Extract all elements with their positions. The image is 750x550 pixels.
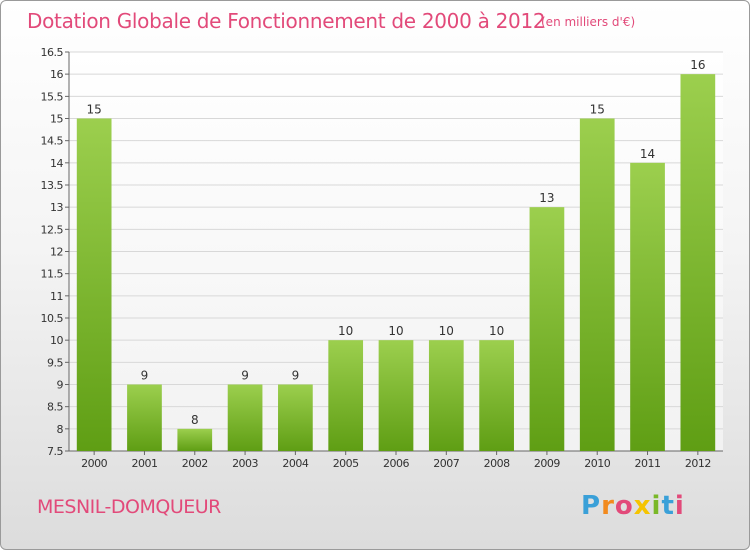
bar <box>177 428 213 451</box>
logo-letter: P <box>581 491 602 521</box>
bar-value-label: 10 <box>338 324 353 338</box>
bar-value-label: 15 <box>590 103 605 117</box>
y-tick-label: 9 <box>57 379 64 392</box>
x-tick-label: 2000 <box>81 457 107 470</box>
bar-value-label: 14 <box>640 147 655 161</box>
bar <box>680 74 716 452</box>
bar-value-label: 13 <box>539 191 554 205</box>
bar-value-label: 9 <box>292 369 300 383</box>
y-tick-label: 11.5 <box>41 268 64 281</box>
x-tick-label: 2009 <box>534 457 560 470</box>
bar-value-label: 9 <box>141 369 149 383</box>
x-tick-label: 2001 <box>131 457 157 470</box>
bar-value-label: 8 <box>191 413 199 427</box>
bar <box>278 384 313 451</box>
bar <box>529 207 565 451</box>
x-tick-label: 2002 <box>182 457 208 470</box>
logo-letter: t <box>661 491 675 521</box>
bar-value-label: 15 <box>87 103 102 117</box>
x-tick-label: 2005 <box>333 457 359 470</box>
x-tick-label: 2006 <box>383 457 409 470</box>
logo-letter: i <box>651 491 662 521</box>
y-tick-label: 9.5 <box>47 356 63 369</box>
bar-value-label: 10 <box>489 324 504 338</box>
x-tick-label: 2010 <box>584 457 610 470</box>
y-tick-label: 10 <box>50 334 63 347</box>
y-tick-label: 7.5 <box>47 445 63 458</box>
logo-letter: r <box>601 491 615 521</box>
y-tick-label: 8.5 <box>47 401 63 414</box>
bar-value-label: 10 <box>388 324 403 338</box>
y-tick-label: 16.5 <box>41 46 64 59</box>
x-tick-label: 2004 <box>282 457 308 470</box>
y-tick-label: 11 <box>50 290 63 303</box>
x-tick-label: 2003 <box>232 457 258 470</box>
proxiti-logo[interactable]: Proxiti <box>581 491 685 521</box>
bar <box>579 118 615 451</box>
bar-value-label: 9 <box>241 369 249 383</box>
x-tick-label: 2007 <box>433 457 459 470</box>
y-tick-label: 14.5 <box>41 135 64 148</box>
x-tick-label: 2011 <box>635 457 661 470</box>
bar <box>76 118 112 451</box>
bar <box>428 340 464 451</box>
chart-unit: (en milliers d'€) <box>541 15 636 29</box>
y-tick-label: 15 <box>50 113 63 126</box>
y-tick-label: 12.5 <box>41 223 64 236</box>
y-tick-label: 16 <box>50 68 63 81</box>
chart-title: Dotation Globale de Fonctionnement de 20… <box>27 9 546 33</box>
bar-value-label: 16 <box>690 58 705 72</box>
bar <box>328 340 364 451</box>
logo-letter: x <box>633 491 652 521</box>
bar <box>479 340 514 451</box>
bar <box>630 162 665 452</box>
x-tick-label: 2008 <box>484 457 510 470</box>
y-tick-label: 10.5 <box>41 312 64 325</box>
place-name: MESNIL-DOMQUEUR <box>37 496 221 518</box>
logo-letter: i <box>674 491 685 521</box>
y-tick-label: 14 <box>50 157 63 170</box>
bar <box>127 384 162 451</box>
y-tick-label: 8 <box>57 423 64 436</box>
bar <box>378 340 414 451</box>
y-tick-label: 13 <box>50 201 63 214</box>
bar-value-label: 10 <box>439 324 454 338</box>
y-tick-label: 13.5 <box>41 179 64 192</box>
x-tick-label: 2012 <box>685 457 711 470</box>
logo-letter: o <box>614 491 634 521</box>
y-tick-label: 15.5 <box>41 90 64 103</box>
y-tick-label: 12 <box>50 246 63 259</box>
bar <box>227 384 263 451</box>
